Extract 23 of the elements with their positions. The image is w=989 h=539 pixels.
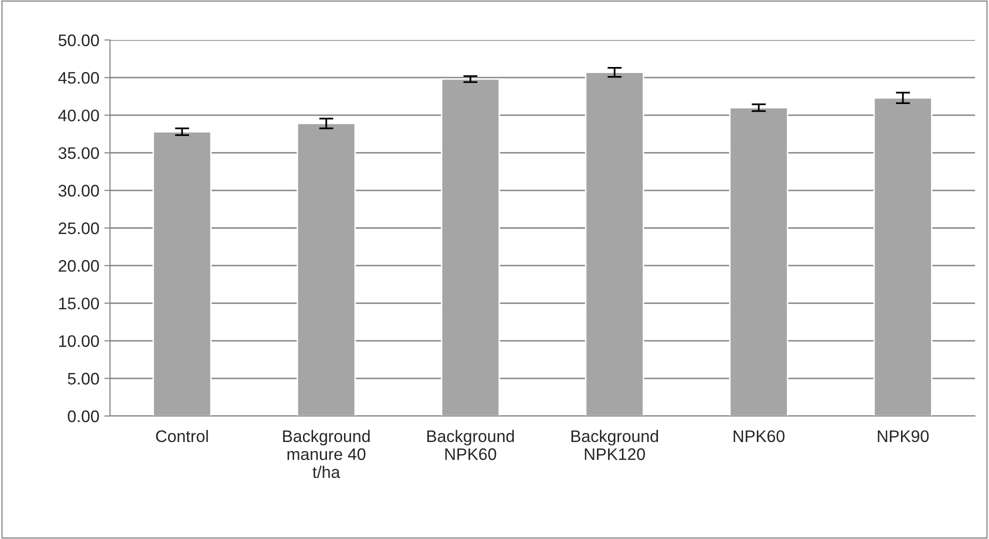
- y-tick-label: 5.00: [68, 372, 99, 385]
- y-tick-label: 40.00: [58, 110, 99, 122]
- bar: [729, 106, 788, 416]
- y-tick-label: 45.00: [58, 72, 99, 84]
- y-tick-label: 10.00: [59, 335, 99, 348]
- y-tick-label: 30.00: [58, 184, 99, 197]
- x-tick-label: Background manure 40 t/ha: [283, 430, 370, 478]
- y-tick-label: 25.00: [58, 222, 99, 234]
- x-tick-label: Background NPK60: [427, 430, 514, 460]
- y-tick-label: 20.00: [58, 260, 99, 272]
- y-tick-label: 35.00: [58, 147, 99, 160]
- bar: [152, 131, 212, 416]
- x-tick-label: NPK90: [878, 430, 929, 442]
- bar: [873, 97, 932, 416]
- y-tick-label: 50.00: [58, 34, 99, 46]
- bar: [585, 72, 644, 416]
- x-tick-label: NPK60: [734, 430, 784, 442]
- bar: [296, 122, 356, 416]
- y-tick-label: 15.00: [59, 298, 99, 310]
- bar: [440, 78, 500, 416]
- x-tick-label: Control: [156, 430, 208, 442]
- y-tick-label: 0.00: [68, 410, 99, 422]
- x-tick-label: Background NPK120: [571, 430, 658, 460]
